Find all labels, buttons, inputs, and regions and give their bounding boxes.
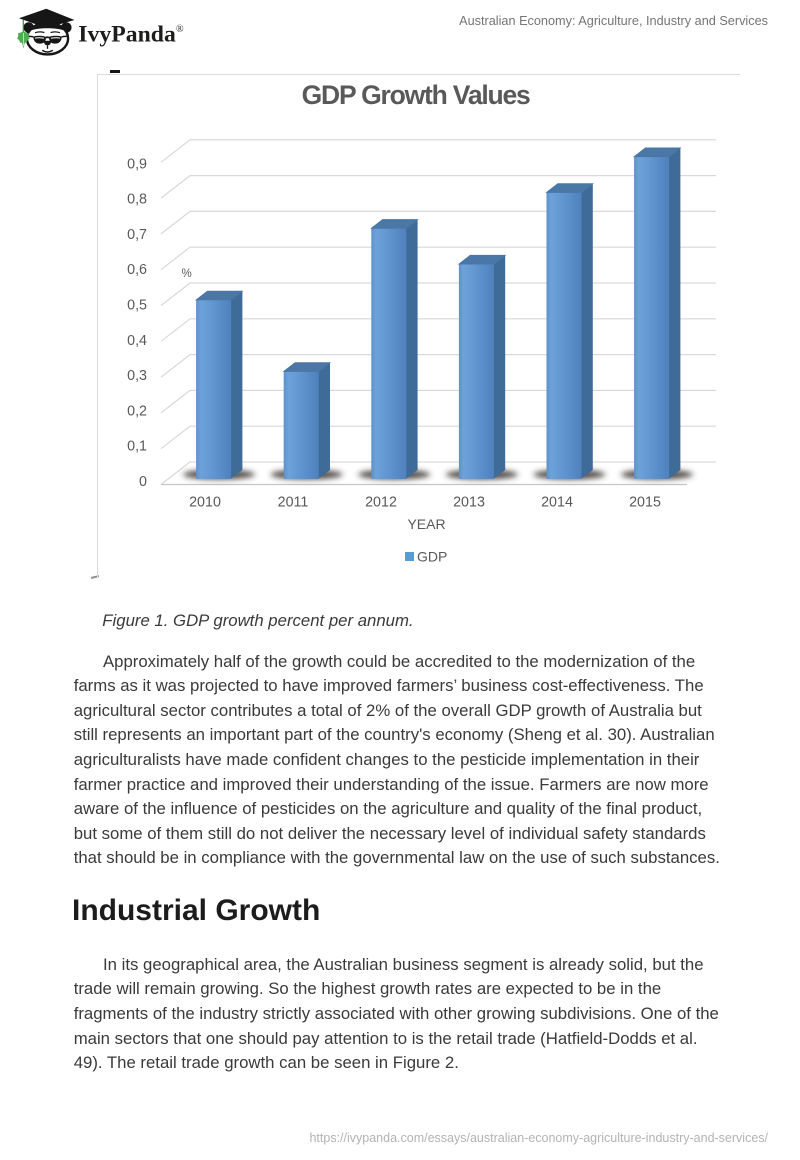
svg-text:GDP: GDP [417,549,447,565]
svg-text:IvyPanda: IvyPanda [78,21,176,47]
svg-text:0,9: 0,9 [127,156,147,172]
svg-text:0,8: 0,8 [127,192,147,208]
svg-text:®: ® [176,24,184,35]
svg-text:0,7: 0,7 [127,227,147,243]
svg-text:0,5: 0,5 [127,298,147,314]
svg-text:YEAR: YEAR [407,516,445,532]
svg-text:2011: 2011 [278,495,309,511]
svg-text:2013: 2013 [453,495,485,511]
svg-text:0,1: 0,1 [127,439,147,455]
svg-text:2015: 2015 [629,495,661,511]
svg-text:2012: 2012 [365,495,397,511]
svg-text:%: % [182,268,192,280]
svg-text:0,3: 0,3 [127,368,147,384]
svg-text:0,4: 0,4 [127,333,147,349]
svg-text:0: 0 [139,474,147,490]
svg-text:0,2: 0,2 [127,403,147,419]
svg-text:GDP Growth Values: GDP Growth Values [302,80,530,110]
svg-text:0,6: 0,6 [127,262,147,278]
svg-text:2010: 2010 [189,495,221,511]
svg-text:2014: 2014 [541,495,573,511]
